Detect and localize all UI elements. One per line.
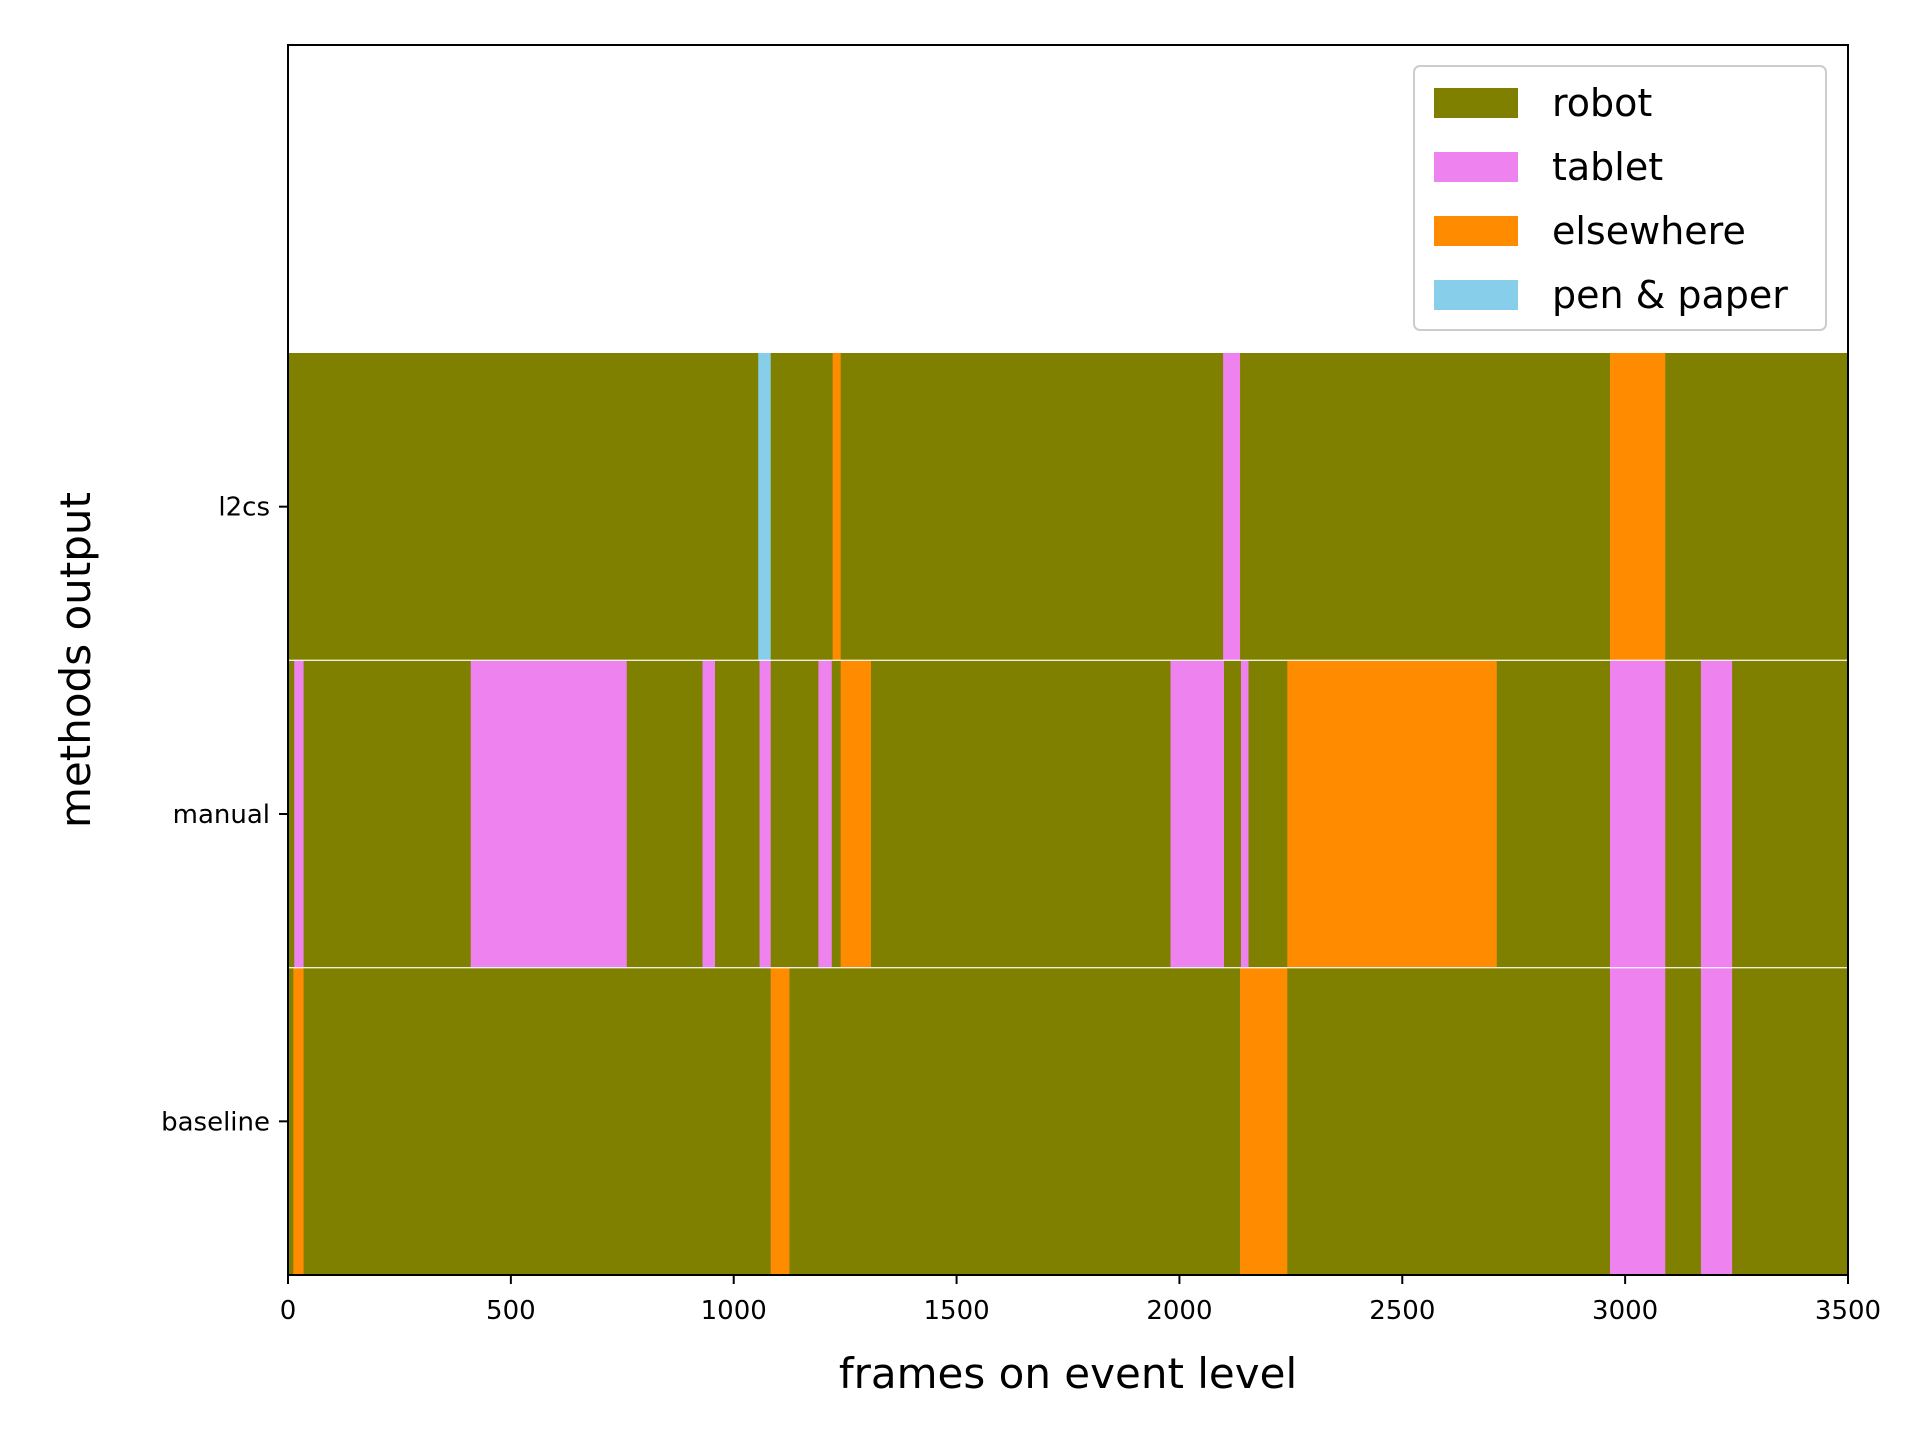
segment-manual-tablet-15 [1240, 660, 1249, 968]
segment-manual-tablet-3 [470, 660, 628, 968]
y-axis-title: methods output [51, 492, 100, 828]
x-tick-label: 2000 [1146, 1296, 1212, 1326]
y-tick-label-baseline: baseline [161, 1107, 270, 1137]
segment-baseline-elsewhere-3 [770, 967, 790, 1275]
segment-l2cs-elsewhere-3 [832, 353, 842, 661]
y-tick-label-manual: manual [173, 800, 270, 830]
legend-swatch-elsewhere [1434, 216, 1518, 246]
legend-swatch-pen-and-paper [1434, 280, 1518, 310]
x-tick-label: 3000 [1592, 1296, 1658, 1326]
segment-baseline-robot-2 [303, 967, 772, 1275]
segment-manual-robot-0 [288, 660, 295, 968]
segment-manual-tablet-7 [759, 660, 772, 968]
segment-baseline-robot-6 [1287, 967, 1611, 1275]
legend-label-pen-and-paper: pen & paper [1552, 273, 1788, 317]
segment-baseline-tablet-9 [1700, 967, 1733, 1275]
segment-manual-tablet-9 [818, 660, 833, 968]
segment-l2cs-tablet-5 [1223, 353, 1241, 661]
segment-manual-tablet-5 [702, 660, 716, 968]
segment-manual-elsewhere-17 [1287, 660, 1498, 968]
segment-manual-tablet-1 [294, 660, 304, 968]
segment-manual-robot-2 [303, 660, 472, 968]
segment-baseline-elsewhere-5 [1240, 967, 1288, 1275]
segment-l2cs-pen-and-paper-1 [758, 353, 772, 661]
segment-l2cs-elsewhere-7 [1609, 353, 1666, 661]
x-tick-label: 3500 [1815, 1296, 1881, 1326]
segment-manual-robot-22 [1732, 660, 1849, 968]
legend-label-elsewhere: elsewhere [1552, 209, 1746, 253]
legend-frame [1413, 65, 1827, 331]
row-separators [288, 659, 1848, 969]
x-tick-label: 1000 [701, 1296, 767, 1326]
segment-l2cs-robot-2 [770, 353, 834, 661]
segment-baseline-elsewhere-1 [293, 967, 304, 1275]
plot-area-frame [287, 44, 1849, 1276]
segment-baseline-robot-4 [789, 967, 1241, 1275]
segment-manual-robot-12 [870, 660, 1171, 968]
x-axis-ticks: 0 500 1000 1500 2000 2500 3000 3500 [280, 1275, 1881, 1326]
segment-l2cs-robot-8 [1665, 353, 1849, 661]
legend-swatch-tablet [1434, 152, 1518, 182]
segment-manual-robot-20 [1665, 660, 1702, 968]
segment-baseline-robot-0 [288, 967, 294, 1275]
segment-manual-tablet-13 [1170, 660, 1225, 968]
x-tick-label: 1500 [923, 1296, 989, 1326]
segment-manual-tablet-19 [1609, 660, 1666, 968]
segment-manual-robot-4 [626, 660, 703, 968]
segment-manual-robot-10 [831, 660, 842, 968]
segment-manual-robot-18 [1496, 660, 1611, 968]
segment-manual-tablet-21 [1700, 660, 1733, 968]
x-tick-label: 2500 [1369, 1296, 1435, 1326]
legend-swatch-robot [1434, 88, 1518, 118]
segment-manual-elsewhere-11 [840, 660, 872, 968]
segment-baseline-robot-10 [1732, 967, 1849, 1275]
segment-manual-robot-16 [1248, 660, 1288, 968]
x-axis-title: frames on event level [839, 1349, 1297, 1398]
bar-segments [288, 353, 1849, 1275]
segment-baseline-robot-8 [1665, 967, 1702, 1275]
segment-manual-robot-14 [1224, 660, 1242, 968]
segment-manual-robot-6 [714, 660, 760, 968]
segment-baseline-tablet-7 [1609, 967, 1666, 1275]
segment-l2cs-robot-0 [288, 353, 759, 661]
x-tick-label: 500 [486, 1296, 536, 1326]
y-tick-label-l2cs: l2cs [218, 493, 270, 523]
segment-l2cs-robot-6 [1240, 353, 1611, 661]
legend-label-robot: robot [1552, 81, 1652, 125]
legend-label-tablet: tablet [1552, 145, 1663, 189]
segment-l2cs-robot-4 [840, 353, 1224, 661]
x-tick-label: 0 [280, 1296, 297, 1326]
segment-manual-robot-8 [770, 660, 819, 968]
legend: robot tablet elsewhere pen & paper [1413, 65, 1827, 331]
y-axis-ticks: baseline manual l2cs [161, 493, 288, 1137]
